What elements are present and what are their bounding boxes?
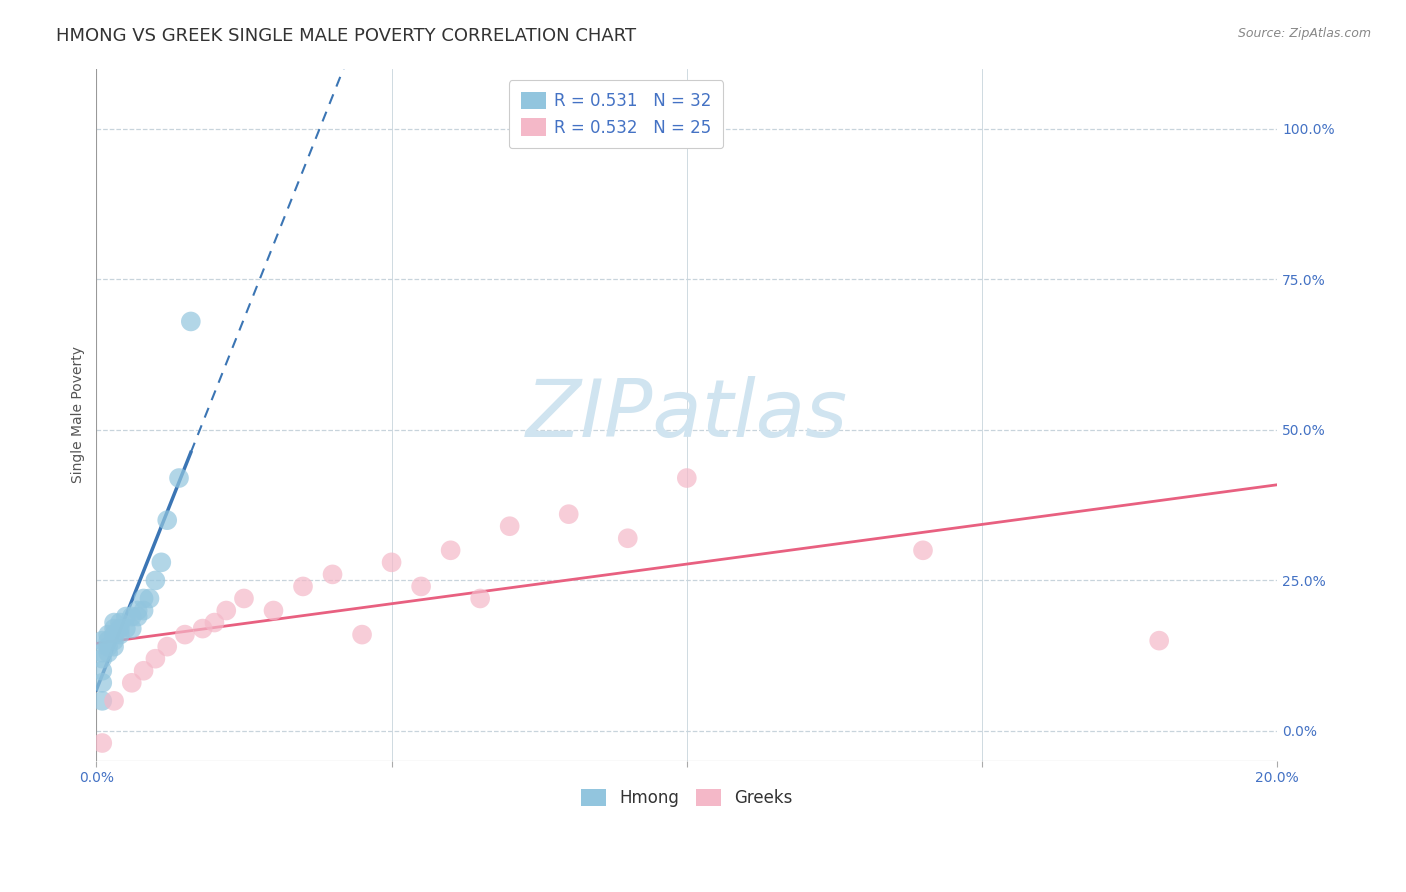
Point xyxy=(156,513,179,527)
Point xyxy=(498,519,520,533)
Text: Source: ZipAtlas.com: Source: ZipAtlas.com xyxy=(1237,27,1371,40)
Point xyxy=(167,471,190,485)
Point xyxy=(292,579,315,593)
Point xyxy=(381,555,404,569)
Point xyxy=(616,531,638,545)
Point xyxy=(440,543,463,558)
Point xyxy=(121,622,143,636)
Point xyxy=(91,664,114,678)
Legend: Hmong, Greeks: Hmong, Greeks xyxy=(572,780,801,815)
Point xyxy=(150,555,173,569)
Point xyxy=(138,591,160,606)
Point xyxy=(91,646,114,660)
Point xyxy=(156,640,179,654)
Point xyxy=(233,591,256,606)
Point xyxy=(115,622,138,636)
Point xyxy=(191,622,214,636)
Point xyxy=(91,633,114,648)
Point xyxy=(132,591,155,606)
Point xyxy=(103,640,125,654)
Text: ZIPatlas: ZIPatlas xyxy=(526,376,848,454)
Point xyxy=(103,615,125,630)
Point xyxy=(121,675,143,690)
Point xyxy=(145,651,167,665)
Point xyxy=(103,694,125,708)
Point xyxy=(103,622,125,636)
Point xyxy=(1147,633,1170,648)
Point xyxy=(108,627,131,641)
Point xyxy=(103,633,125,648)
Point xyxy=(97,640,120,654)
Point xyxy=(127,609,149,624)
Y-axis label: Single Male Poverty: Single Male Poverty xyxy=(72,346,86,483)
Point xyxy=(91,694,114,708)
Point xyxy=(145,574,167,588)
Point xyxy=(215,603,238,617)
Point xyxy=(91,736,114,750)
Point xyxy=(127,603,149,617)
Point xyxy=(911,543,934,558)
Point xyxy=(352,627,374,641)
Point xyxy=(174,627,197,641)
Point xyxy=(204,615,226,630)
Point xyxy=(180,314,202,328)
Text: HMONG VS GREEK SINGLE MALE POVERTY CORRELATION CHART: HMONG VS GREEK SINGLE MALE POVERTY CORRE… xyxy=(56,27,637,45)
Point xyxy=(97,627,120,641)
Point xyxy=(97,646,120,660)
Point xyxy=(91,675,114,690)
Point xyxy=(675,471,697,485)
Point xyxy=(108,622,131,636)
Point xyxy=(322,567,344,582)
Point xyxy=(132,664,155,678)
Point xyxy=(557,507,579,521)
Point xyxy=(97,633,120,648)
Point xyxy=(132,603,155,617)
Point xyxy=(103,627,125,641)
Point xyxy=(108,615,131,630)
Point xyxy=(115,609,138,624)
Point xyxy=(470,591,492,606)
Point xyxy=(121,609,143,624)
Point xyxy=(91,651,114,665)
Point xyxy=(263,603,285,617)
Point xyxy=(411,579,433,593)
